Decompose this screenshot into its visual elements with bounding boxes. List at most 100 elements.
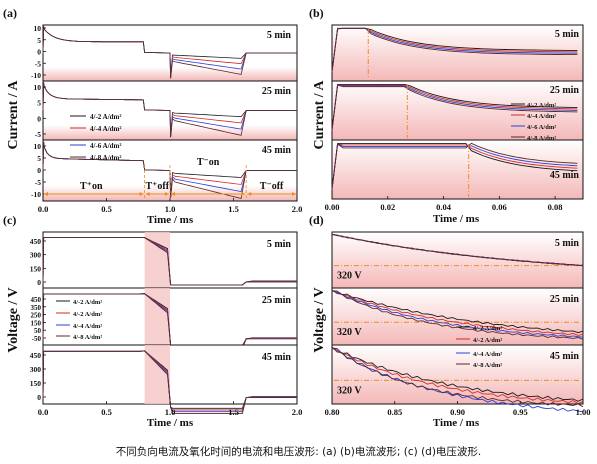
- panel-a-xtick-label: 1.5: [228, 204, 239, 214]
- panel-b-sublabel: 45 min: [550, 170, 580, 181]
- panel-c-xtick-label: 1.5: [228, 407, 239, 417]
- panel-a-row1-ytick-label: 10: [34, 24, 42, 33]
- legend-label-b: 4/-2 A/dm²: [527, 102, 556, 109]
- series-line-a-3: [42, 141, 297, 199]
- panel-b-xtick-label: 0.04: [436, 202, 452, 212]
- series-line-c-3: [42, 350, 297, 414]
- legend-label-a: 4/-2 A/dm²: [90, 113, 121, 121]
- panel-a-row3-ytick-label: -5: [35, 178, 41, 187]
- legend-label-a: 4/-6 A/dm²: [90, 142, 121, 150]
- panel-b-sublabel: 5 min: [555, 29, 580, 40]
- panel-a-row1-ytick-label: 5: [37, 36, 41, 45]
- timing-arrowhead: [241, 192, 246, 196]
- series-line-d-2: [331, 290, 584, 338]
- timing-arrowhead: [171, 192, 175, 196]
- series-line-b-0: [331, 142, 578, 190]
- panel-a-row1-ytick-label: 0: [37, 48, 41, 57]
- series-line-d-0: [331, 347, 584, 402]
- panel-c-highlight: [144, 232, 170, 288]
- series-line-b-3: [331, 84, 578, 131]
- panel-a-xtick-label: 0.5: [101, 204, 112, 214]
- panel-b-xtick-label: 0.06: [492, 202, 507, 212]
- panel-d-reference-label: 320 V: [337, 271, 362, 282]
- panel-a-row2-ytick-label: -5: [35, 130, 41, 139]
- panel-c-xtick-label: 0.5: [101, 407, 112, 417]
- panel-b-subplot: [331, 139, 584, 200]
- legend-label-c: 4/-2 A/dm²: [73, 299, 102, 306]
- panel-c-row2-ytick-label: 50: [34, 327, 42, 335]
- series-line-d-0: [331, 290, 584, 334]
- panel-d-reference-label: 320 V: [337, 385, 362, 396]
- panel-c-row1-ytick-label: 300: [30, 251, 42, 260]
- series-line-d-2: [331, 347, 584, 413]
- panel-b-xtick-label: 0.00: [325, 202, 340, 212]
- panel-b-label: (b): [309, 6, 324, 20]
- panel-c-row3-ytick-label: 0: [37, 393, 41, 402]
- panel-a-xlabel: Time / ms: [147, 214, 194, 226]
- panel-d-sublabel: 25 min: [550, 294, 580, 305]
- panel-c-row3-ytick-label: 450: [30, 351, 42, 360]
- panel-c-row1-ytick-label: 0: [37, 278, 41, 287]
- panel-c-label: (c): [3, 213, 16, 227]
- panel-c-xtick-label: 0.0: [38, 407, 49, 417]
- series-line-b-1: [331, 143, 578, 190]
- panel-a-sublabel: 25 min: [262, 86, 292, 97]
- timing-arrowhead: [139, 192, 144, 196]
- series-line-c-3: [42, 293, 297, 349]
- panel-a-row3-ytick-label: -10: [31, 190, 41, 199]
- panel-d-reference-label: 320 V: [337, 327, 362, 338]
- legend-label-c: 4/-2 A/dm²: [73, 311, 102, 318]
- panel-c-sublabel: 25 min: [262, 295, 292, 306]
- panel-d-xtick-label: 0.80: [325, 407, 340, 417]
- series-line-d-1: [331, 290, 584, 336]
- timing-arrowhead: [165, 192, 169, 196]
- series-line-b-2: [331, 143, 578, 190]
- panel-d-subplot: [331, 231, 584, 289]
- legend-label-b: 4/-8 A/dm²: [527, 135, 556, 142]
- panel-d-xtick-label: 0.95: [513, 407, 528, 417]
- panel-a-ylabel: Current / A: [6, 80, 21, 150]
- panel-a-band: [43, 125, 297, 140]
- panel-d-xtick-label: 0.85: [387, 407, 402, 417]
- panel-b-ylabel: Current / A: [312, 80, 327, 150]
- series-line-d-3: [331, 233, 584, 267]
- series-line-a-3: [42, 26, 297, 79]
- panel-c-ylabel: Voltage / V: [6, 287, 21, 352]
- panel-c-row2-ytick-label: -50: [32, 335, 42, 343]
- panel-a-row3-ytick-label: 10: [34, 142, 42, 151]
- panel-c-xlabel: Time / ms: [147, 417, 194, 429]
- figure-caption: 不同负向电流及氧化时间的电流和电压波形: (a) (b)电流波形; (c) (d…: [115, 446, 482, 458]
- legend-label-d: 4/-4 A/dm²: [473, 351, 502, 358]
- panel-d-subplot: [331, 344, 584, 405]
- panel-c-sublabel: 5 min: [267, 239, 292, 250]
- panel-a-sublabel: 45 min: [262, 145, 292, 156]
- panel-b-subplot: [331, 80, 584, 141]
- timing-annotation: T⁺off: [145, 181, 169, 192]
- panel-a-row2-ytick-label: 0: [37, 114, 41, 123]
- timing-annotation: T⁻on: [197, 157, 220, 168]
- panel-a-row1-ytick-label: -10: [31, 71, 41, 80]
- legend-label-c: 4/-4 A/dm²: [73, 323, 102, 330]
- legend-label-d: 4/-2 A/dm²: [473, 337, 502, 344]
- legend-label-b: 4/-4 A/dm²: [527, 113, 556, 120]
- panel-d-ylabel: Voltage / V: [312, 287, 327, 352]
- panel-c-row2-ytick-label: 450: [31, 296, 42, 304]
- panel-d-label: (d): [309, 213, 324, 227]
- panel-c-row3-ytick-label: 150: [30, 379, 42, 388]
- series-line-b-0: [331, 27, 578, 72]
- legend-label-d: 4/-2 A/dm²: [473, 325, 502, 332]
- legend-label-b: 4/-6 A/dm²: [527, 124, 556, 131]
- legend-label-d: 4/-8 A/dm²: [473, 362, 502, 369]
- panel-a-band: [43, 67, 297, 81]
- panel-a-row3-ytick-label: 0: [37, 166, 41, 175]
- panel-b-xtick-label: 0.02: [380, 202, 395, 212]
- panel-b-xtick-label: 0.08: [548, 202, 563, 212]
- panel-a-xtick-label: 1.0: [165, 204, 176, 214]
- panel-d-xtick-label: 0.90: [450, 407, 465, 417]
- series-line-b-3: [331, 27, 578, 72]
- timing-arrowhead: [145, 192, 150, 196]
- panel-c-row1-ytick-label: 150: [30, 264, 42, 273]
- panel-d-sublabel: 45 min: [550, 351, 580, 362]
- panel-d-xlabel: Time / ms: [433, 417, 480, 429]
